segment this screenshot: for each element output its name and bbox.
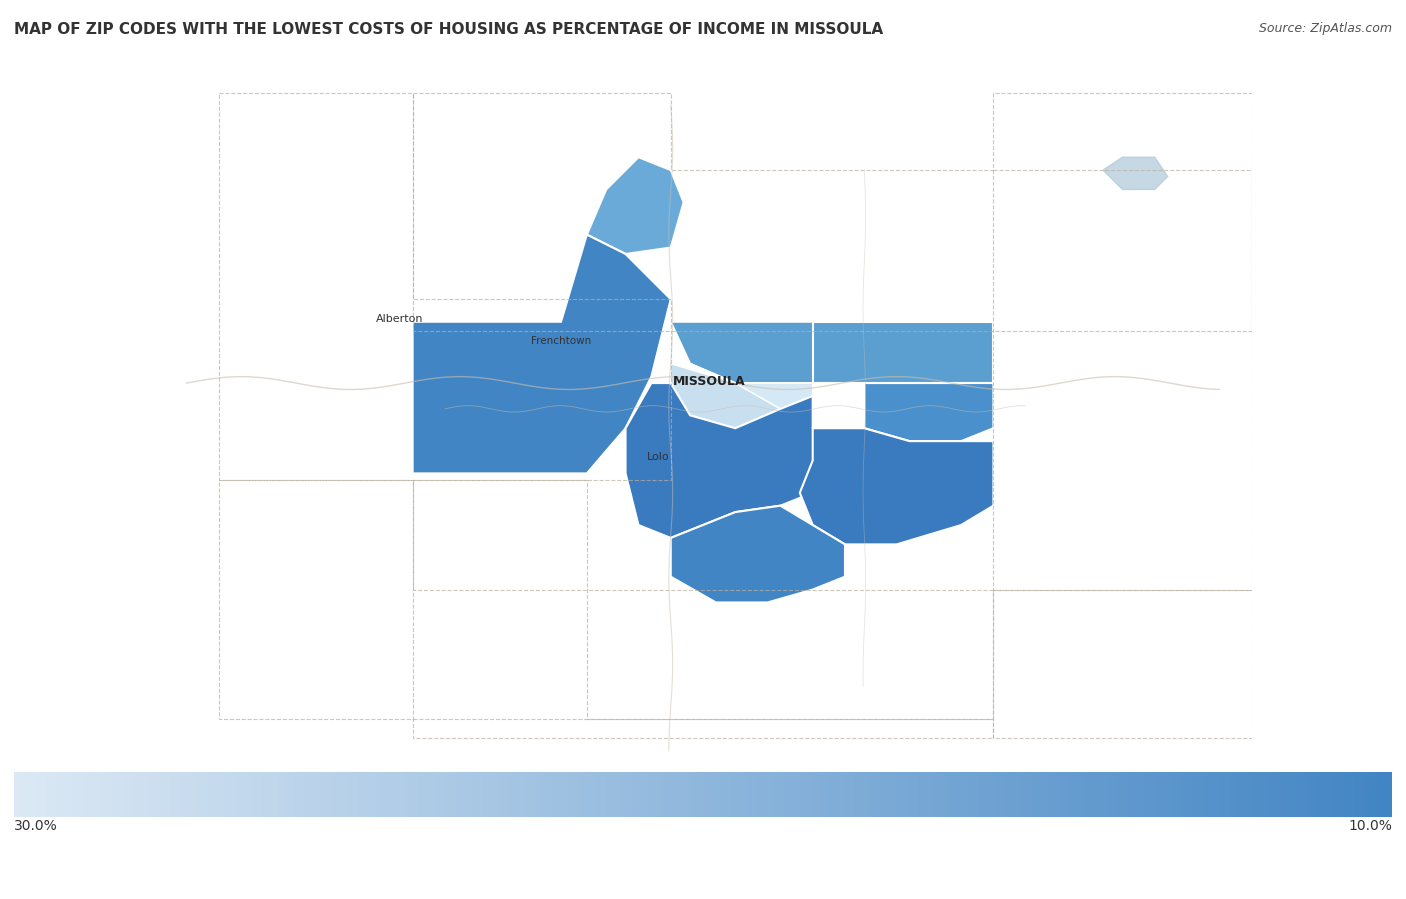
Polygon shape xyxy=(690,364,813,409)
Polygon shape xyxy=(586,157,683,254)
Text: Source: ZipAtlas.com: Source: ZipAtlas.com xyxy=(1258,22,1392,35)
Polygon shape xyxy=(800,428,994,545)
Text: 30.0%: 30.0% xyxy=(14,819,58,832)
Polygon shape xyxy=(671,322,865,383)
Polygon shape xyxy=(1104,157,1167,190)
Polygon shape xyxy=(865,383,994,441)
Text: MAP OF ZIP CODES WITH THE LOWEST COSTS OF HOUSING AS PERCENTAGE OF INCOME IN MIS: MAP OF ZIP CODES WITH THE LOWEST COSTS O… xyxy=(14,22,883,38)
Polygon shape xyxy=(813,322,994,383)
Polygon shape xyxy=(626,383,832,538)
Text: 10.0%: 10.0% xyxy=(1348,819,1392,832)
Text: Frenchtown: Frenchtown xyxy=(531,336,591,346)
Polygon shape xyxy=(412,235,671,474)
Text: Alberton: Alberton xyxy=(375,314,423,324)
Polygon shape xyxy=(671,364,780,428)
Text: MISSOULA: MISSOULA xyxy=(673,375,745,388)
Text: Lolo: Lolo xyxy=(647,452,669,462)
Polygon shape xyxy=(671,505,845,602)
